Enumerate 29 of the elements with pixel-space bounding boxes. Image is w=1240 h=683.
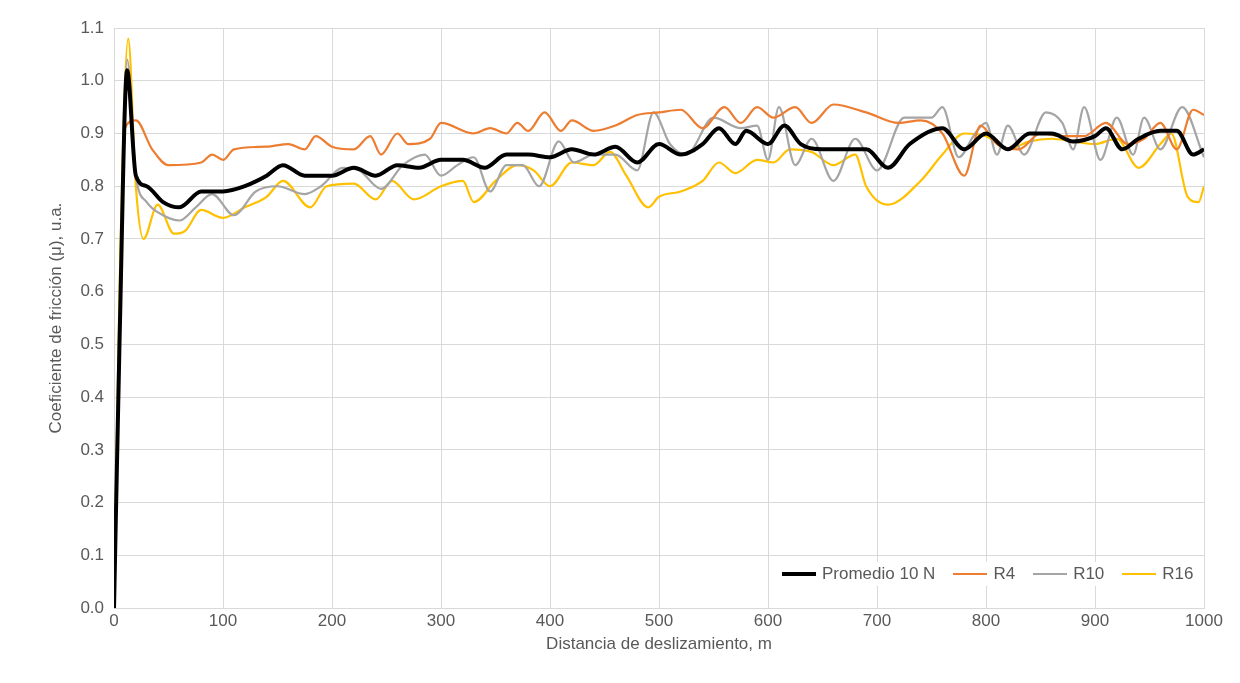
x-tick-label: 1000 [1185,611,1223,631]
x-tick-label: 600 [753,611,783,631]
legend-label: Promedio 10 N [822,564,936,585]
x-tick-label: 900 [1080,611,1110,631]
y-tick-label: 0.7 [80,228,105,248]
x-axis-title: Distancia de deslizamiento, m [546,634,772,654]
y-tick-label: 0.8 [80,175,105,195]
x-tick-label: 400 [535,611,565,631]
legend-label: R4 [993,564,1016,585]
legend-label: R16 [1162,564,1194,585]
x-tick-label: 0 [109,611,119,631]
y-tick-label: 1.1 [80,17,105,37]
y-tick-label: 0.0 [80,597,105,617]
y-tick-label: 0.2 [80,492,105,512]
x-tick-label: 500 [644,611,674,631]
y-tick-label: 0.9 [80,123,105,143]
legend-label: R10 [1073,564,1105,585]
y-tick-label: 0.5 [80,334,105,354]
x-tick-label: 300 [426,611,456,631]
y-tick-label: 0.4 [80,386,105,406]
x-tick-label: 800 [971,611,1001,631]
y-tick-label: 0.3 [80,439,105,459]
x-tick-label: 700 [862,611,892,631]
x-tick-label: 200 [317,611,347,631]
y-tick-label: 0.6 [80,281,105,301]
x-tick-label: 100 [208,611,238,631]
y-tick-label: 1.0 [80,70,105,90]
y-tick-label: 0.1 [80,545,105,565]
y-axis-title: Coeficiente de fricción (μ), u.a. [45,202,65,434]
